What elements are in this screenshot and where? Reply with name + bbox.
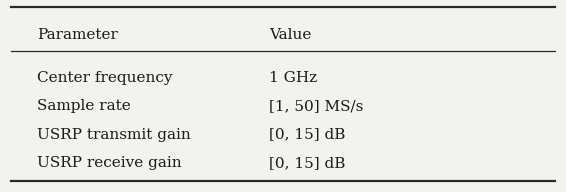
Text: Sample rate: Sample rate <box>37 99 131 113</box>
Text: Parameter: Parameter <box>37 28 118 41</box>
Text: [0, 15] dB: [0, 15] dB <box>269 128 345 142</box>
Text: USRP receive gain: USRP receive gain <box>37 156 182 170</box>
Text: USRP transmit gain: USRP transmit gain <box>37 128 191 142</box>
Text: [0, 15] dB: [0, 15] dB <box>269 156 345 170</box>
Text: Center frequency: Center frequency <box>37 71 172 85</box>
Text: [1, 50] MS/s: [1, 50] MS/s <box>269 99 363 113</box>
Text: 1 GHz: 1 GHz <box>269 71 317 85</box>
Text: Value: Value <box>269 28 311 41</box>
